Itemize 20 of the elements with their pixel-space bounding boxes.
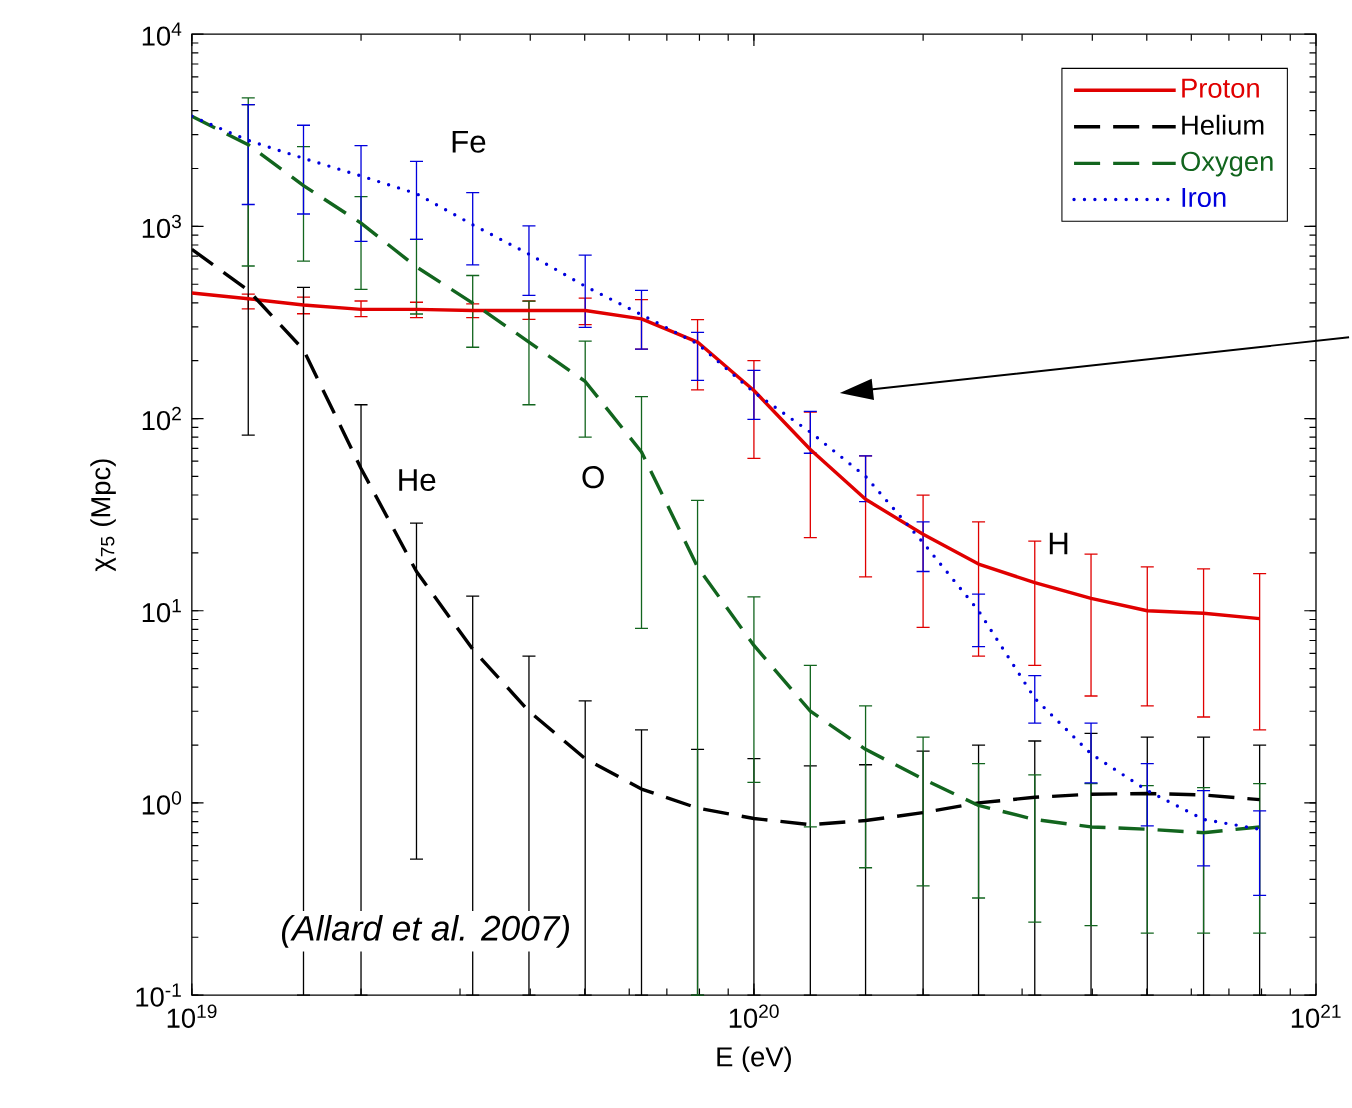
y-tick-label: 10$^{-1}$ — [136, 983, 181, 1007]
legend-label: Oxygen — [1181, 151, 1273, 177]
annotation: H — [1049, 532, 1068, 554]
legend-label: Helium — [1182, 114, 1264, 135]
x-tick-label: 10$^{19}$ — [167, 1004, 217, 1028]
legend-label: Iron — [1182, 187, 1226, 207]
annotation: Fe — [452, 130, 486, 153]
y-tick-label: 10$^{1}$ — [142, 598, 181, 623]
annotation: (Allard et al. 2007) — [281, 914, 569, 948]
y-tick-label: 10$^{0}$ — [142, 790, 182, 815]
annotation: O — [582, 465, 604, 489]
y-tick-label: 10$^{2}$ — [142, 406, 181, 431]
y-tick-label: 10$^{4}$ — [142, 22, 182, 46]
legend-label: Proton — [1182, 78, 1259, 98]
annotation: He — [399, 468, 436, 491]
y-axis-title: χ$_{75}$ (Mpc) — [90, 459, 116, 572]
x-axis-title: E (eV) — [717, 1046, 791, 1072]
y-tick-label: 10$^{3}$ — [142, 214, 181, 238]
x-tick-label: 10$^{20}$ — [729, 1004, 779, 1028]
x-tick-label: 10$^{21}$ — [1291, 1004, 1341, 1028]
